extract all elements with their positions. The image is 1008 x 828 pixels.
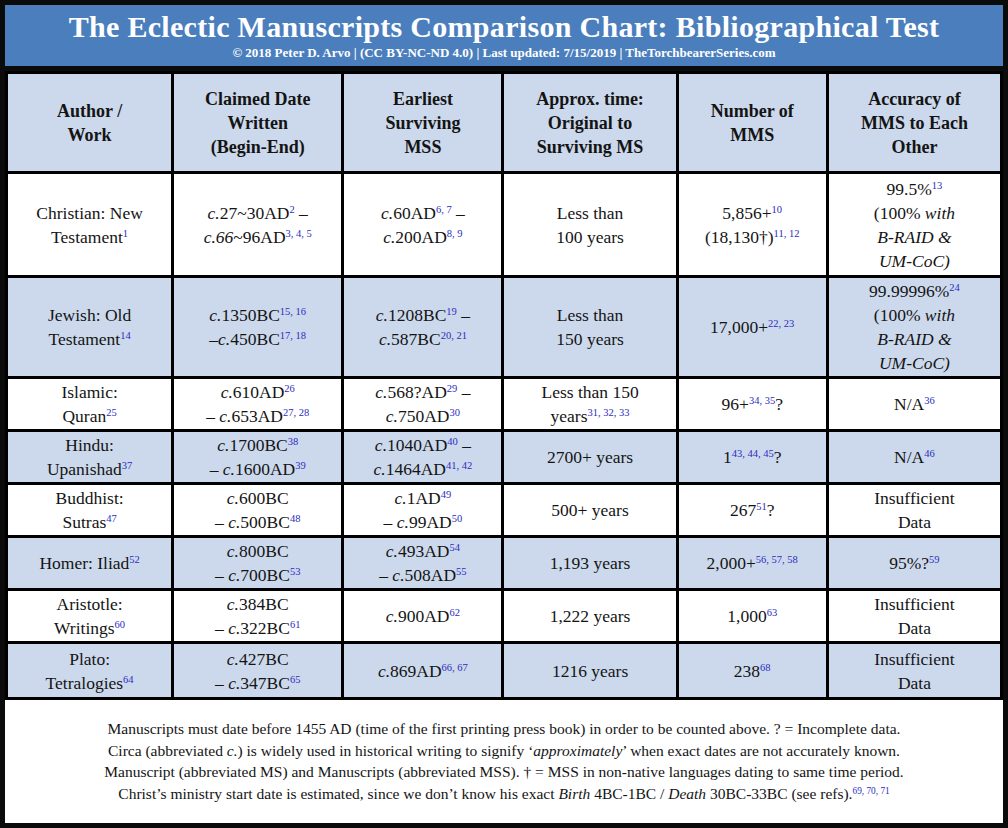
table-row: Aristotle: Writings60c.384BC – c.322BC61…: [7, 590, 1002, 643]
cell-number-mms: 23868: [677, 643, 827, 699]
cell-accuracy: Insufficient Data: [827, 643, 1001, 699]
cell-accuracy: 99.99996%24 (100% with B-RAID & UM-CoC): [827, 277, 1001, 378]
column-header-approx-time: Approx. time: Original to Surviving MS: [503, 73, 677, 173]
cell-author: Aristotle: Writings60: [7, 590, 173, 643]
table-row: Christian: New Testament1c.27~30AD2 – c.…: [7, 173, 1002, 277]
cell-number-mms: 96+34, 35?: [677, 378, 827, 431]
cell-approx-time: Less than 150 years31, 32, 33: [503, 378, 677, 431]
cell-author: Hindu: Upanishad37: [7, 431, 173, 484]
table-row: Jewish: Old Testament14c.1350BC15, 16 –c…: [7, 277, 1002, 378]
cell-claimed-date: c.1700BC38 – c.1600AD39: [173, 431, 343, 484]
cell-earliest-mss: c.493AD54 – c.508AD55: [343, 537, 503, 590]
footnote-line-2: Circa (abbreviated c.) is widely used in…: [11, 740, 997, 762]
table-row: Plato: Tetralogies64c.427BC – c.347BC65c…: [7, 643, 1002, 699]
table-row: Hindu: Upanishad37c.1700BC38 – c.1600AD3…: [7, 431, 1002, 484]
cell-earliest-mss: c.1AD49 – c.99AD50: [343, 484, 503, 537]
chart-title-band: The Eclectic Manuscripts Comparison Char…: [5, 5, 1003, 71]
cell-author: Homer: Iliad52: [7, 537, 173, 590]
cell-number-mms: 143, 44, 45?: [677, 431, 827, 484]
column-header-accuracy: Accuracy of MMS to Each Other: [827, 73, 1001, 173]
cell-earliest-mss: c.1040AD40 – c.1464AD41, 42: [343, 431, 503, 484]
cell-claimed-date: c.610AD26 – c.653AD27, 28: [173, 378, 343, 431]
cell-author: Buddhist: Sutras47: [7, 484, 173, 537]
cell-claimed-date: c.600BC – c.500BC48: [173, 484, 343, 537]
comparison-table: Author / Work Claimed Date Written (Begi…: [5, 71, 1003, 700]
column-header-earliest-mss: Earliest Surviving MSS: [343, 73, 503, 173]
cell-author: Plato: Tetralogies64: [7, 643, 173, 699]
footnotes: Manuscripts must date before 1455 AD (ti…: [5, 700, 1003, 823]
header-row: Author / Work Claimed Date Written (Begi…: [7, 73, 1002, 173]
cell-claimed-date: c.384BC – c.322BC61: [173, 590, 343, 643]
cell-approx-time: Less than 100 years: [503, 173, 677, 277]
table-row: Buddhist: Sutras47c.600BC – c.500BC48c.1…: [7, 484, 1002, 537]
footnote-line-4: Christ’s ministry start date is estimate…: [11, 783, 997, 805]
cell-number-mms: 1,00063: [677, 590, 827, 643]
cell-earliest-mss: c.568?AD29 – c.750AD30: [343, 378, 503, 431]
cell-earliest-mss: c.900AD62: [343, 590, 503, 643]
cell-accuracy: Insufficient Data: [827, 484, 1001, 537]
cell-approx-time: 2700+ years: [503, 431, 677, 484]
cell-approx-time: Less than 150 years: [503, 277, 677, 378]
footnote-line-3: Manuscript (abbreviated MS) and Manuscri…: [11, 761, 997, 783]
table-row: Homer: Iliad52c.800BC – c.700BC53c.493AD…: [7, 537, 1002, 590]
cell-claimed-date: c.800BC – c.700BC53: [173, 537, 343, 590]
cell-accuracy: N/A36: [827, 378, 1001, 431]
cell-accuracy: 95%?59: [827, 537, 1001, 590]
cell-approx-time: 1216 years: [503, 643, 677, 699]
cell-number-mms: 2,000+56, 57, 58: [677, 537, 827, 590]
cell-number-mms: 17,000+22, 23: [677, 277, 827, 378]
column-header-claimed-date: Claimed Date Written (Begin-End): [173, 73, 343, 173]
cell-claimed-date: c.27~30AD2 – c.66~96AD3, 4, 5: [173, 173, 343, 277]
cell-author: Christian: New Testament1: [7, 173, 173, 277]
column-header-author: Author / Work: [7, 73, 173, 173]
page-title: The Eclectic Manuscripts Comparison Char…: [5, 9, 1003, 45]
cell-author: Jewish: Old Testament14: [7, 277, 173, 378]
cell-approx-time: 500+ years: [503, 484, 677, 537]
chart-subtitle: © 2018 Peter D. Arvo | (CC BY-NC-ND 4.0)…: [5, 45, 1003, 61]
manuscripts-comparison-chart: The Eclectic Manuscripts Comparison Char…: [0, 0, 1008, 828]
cell-earliest-mss: c.60AD6, 7 – c.200AD8, 9: [343, 173, 503, 277]
cell-earliest-mss: c.1208BC19 – c.587BC20, 21: [343, 277, 503, 378]
table-row: Islamic: Quran25c.610AD26 – c.653AD27, 2…: [7, 378, 1002, 431]
cell-claimed-date: c.427BC – c.347BC65: [173, 643, 343, 699]
column-header-number-mms: Number of MMS: [677, 73, 827, 173]
cell-approx-time: 1,222 years: [503, 590, 677, 643]
cell-approx-time: 1,193 years: [503, 537, 677, 590]
cell-number-mms: 26751?: [677, 484, 827, 537]
cell-author: Islamic: Quran25: [7, 378, 173, 431]
cell-accuracy: 99.5%13 (100% with B-RAID & UM-CoC): [827, 173, 1001, 277]
cell-accuracy: N/A46: [827, 431, 1001, 484]
cell-number-mms: 5,856+10 (18,130†)11, 12: [677, 173, 827, 277]
footnote-line-1: Manuscripts must date before 1455 AD (ti…: [11, 718, 997, 740]
cell-claimed-date: c.1350BC15, 16 –c.450BC17, 18: [173, 277, 343, 378]
cell-earliest-mss: c.869AD66, 67: [343, 643, 503, 699]
cell-accuracy: Insufficient Data: [827, 590, 1001, 643]
